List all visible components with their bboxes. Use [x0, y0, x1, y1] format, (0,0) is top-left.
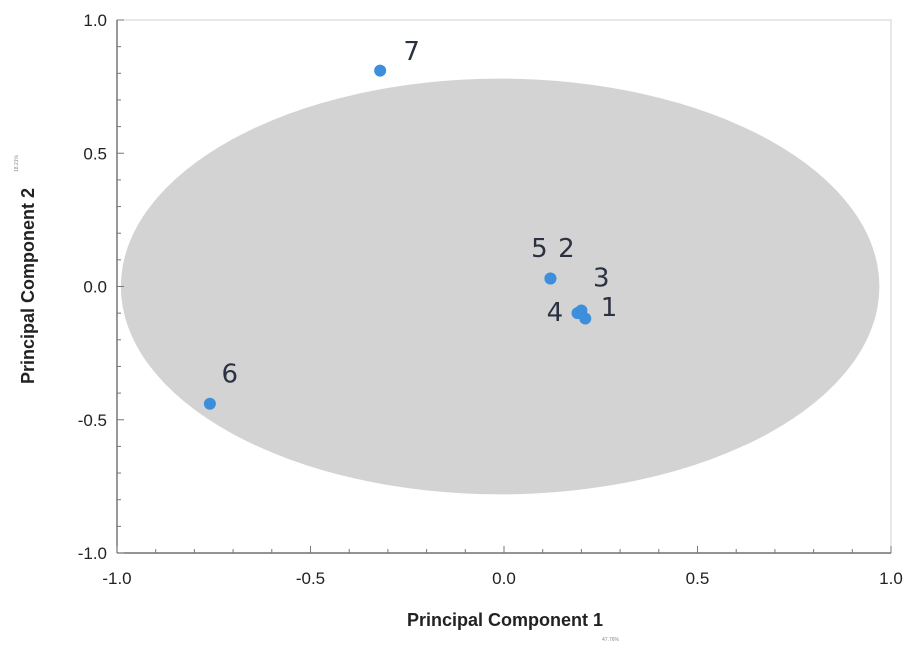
- x-tick-label: 0.5: [686, 569, 710, 588]
- confidence-ellipse: [121, 79, 880, 495]
- data-point-7: [374, 65, 386, 77]
- y-tick-label: -1.0: [78, 544, 107, 563]
- x-tick-label: -0.5: [296, 569, 325, 588]
- point-label-7: 7: [403, 37, 420, 67]
- x-tick-label: -1.0: [102, 569, 131, 588]
- y-tick-label: 0.0: [83, 278, 107, 297]
- y-axis-title: Principal Component 2: [18, 188, 38, 384]
- x-tick-label: 1.0: [879, 569, 903, 588]
- x-tick-label: 0.0: [492, 569, 516, 588]
- point-label-2: 2: [558, 234, 575, 264]
- y-tick-label: 1.0: [83, 11, 107, 30]
- x-axis-title: Principal Component 1: [407, 610, 603, 630]
- data-point-5: [544, 273, 556, 285]
- point-label-3: 3: [593, 264, 610, 294]
- point-label-6: 6: [221, 359, 238, 389]
- data-point-4: [572, 307, 584, 319]
- confidence-ellipse-layer: [121, 79, 880, 495]
- point-label-1: 1: [601, 293, 618, 323]
- y-tick-label: -0.5: [78, 411, 107, 430]
- x-axis-percentage-note: 47.76%: [602, 637, 620, 643]
- y-tick-label: 0.5: [83, 144, 107, 163]
- plot-area: -1.0 -0.5 0.0 0.5 1.0 1.0 0.5 0.0 -0.5 -1.0 7 5 234…: [78, 11, 903, 588]
- point-label-5: 5: [531, 234, 548, 264]
- point-label-4: 4: [547, 298, 564, 328]
- y-axis-percentage-note: 18.21%: [14, 154, 20, 172]
- data-point-6: [204, 398, 216, 410]
